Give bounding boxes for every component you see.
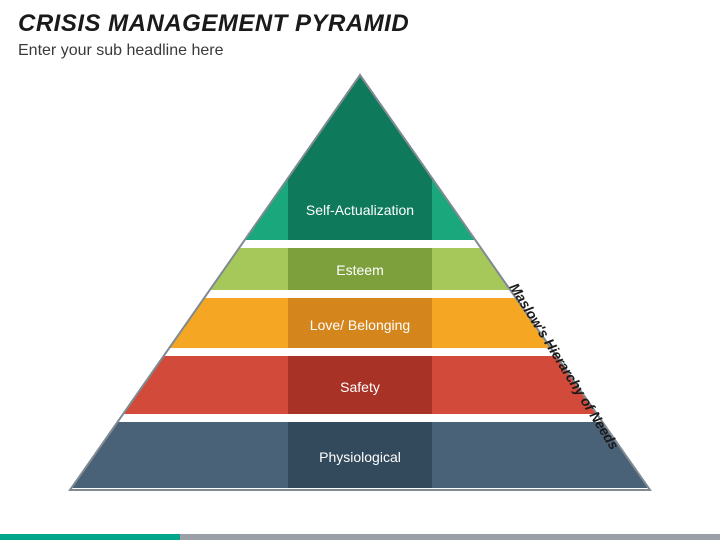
pyramid-layer-label: Physiological — [319, 449, 401, 465]
pyramid-layer-label: Self-Actualization — [306, 202, 414, 218]
pyramid-diagram: Self-Actualization Esteem Love/ Belonging S… — [60, 70, 660, 510]
page-subtitle: Enter your sub headline here — [18, 42, 223, 60]
footer-accent-bar — [0, 534, 720, 540]
pyramid-layer-label: Safety — [340, 379, 380, 395]
page-title: CRISIS MANAGEMENT PYRAMID — [18, 10, 409, 38]
pyramid-layer-label: Esteem — [336, 262, 383, 278]
pyramid-container: Self-Actualization Esteem Love/ Belonging S… — [60, 70, 660, 510]
slide: CRISIS MANAGEMENT PYRAMID Enter your sub… — [0, 0, 720, 540]
pyramid-layer-label: Love/ Belonging — [310, 317, 410, 333]
